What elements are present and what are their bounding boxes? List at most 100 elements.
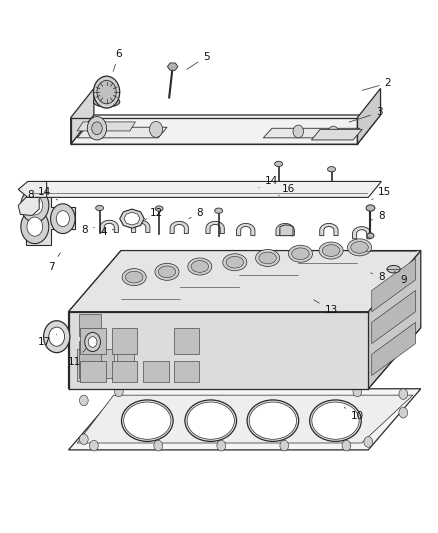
- Polygon shape: [367, 251, 420, 389]
- Polygon shape: [18, 197, 39, 215]
- Polygon shape: [170, 221, 188, 233]
- Text: 8: 8: [27, 190, 40, 202]
- Polygon shape: [71, 88, 94, 144]
- Polygon shape: [167, 63, 177, 70]
- Text: 13: 13: [313, 300, 337, 315]
- Circle shape: [149, 122, 162, 138]
- Ellipse shape: [309, 400, 360, 441]
- Ellipse shape: [386, 265, 399, 273]
- Ellipse shape: [184, 400, 236, 441]
- Polygon shape: [18, 181, 46, 197]
- Text: 2: 2: [361, 78, 390, 90]
- Text: 10: 10: [343, 407, 363, 422]
- Circle shape: [89, 440, 98, 451]
- Polygon shape: [68, 328, 420, 389]
- Circle shape: [327, 126, 338, 139]
- Polygon shape: [173, 328, 199, 354]
- Polygon shape: [28, 181, 381, 197]
- Ellipse shape: [158, 266, 175, 278]
- Ellipse shape: [255, 249, 279, 266]
- Text: 4: 4: [100, 227, 114, 237]
- Text: 15: 15: [371, 187, 391, 199]
- Ellipse shape: [125, 271, 143, 283]
- Circle shape: [88, 337, 97, 348]
- Ellipse shape: [222, 254, 246, 271]
- Ellipse shape: [258, 252, 276, 264]
- Polygon shape: [371, 290, 415, 344]
- Polygon shape: [68, 312, 367, 389]
- Text: 16: 16: [278, 184, 295, 196]
- Ellipse shape: [274, 161, 282, 166]
- Ellipse shape: [288, 245, 312, 262]
- Text: 8: 8: [370, 211, 384, 221]
- Circle shape: [93, 76, 120, 108]
- Text: 6: 6: [113, 49, 122, 71]
- Text: 17: 17: [38, 335, 57, 347]
- Polygon shape: [117, 346, 134, 375]
- Polygon shape: [352, 227, 370, 239]
- Text: 14: 14: [38, 187, 57, 200]
- Circle shape: [153, 440, 162, 451]
- Polygon shape: [80, 361, 106, 382]
- Circle shape: [341, 440, 350, 451]
- Polygon shape: [97, 349, 114, 378]
- Ellipse shape: [327, 166, 335, 172]
- Polygon shape: [68, 389, 420, 450]
- Circle shape: [398, 407, 407, 418]
- Ellipse shape: [122, 269, 146, 286]
- Polygon shape: [77, 122, 135, 131]
- Polygon shape: [124, 212, 140, 225]
- Ellipse shape: [155, 263, 179, 280]
- Circle shape: [279, 440, 288, 451]
- Circle shape: [43, 321, 70, 353]
- Polygon shape: [319, 223, 337, 236]
- Polygon shape: [311, 130, 361, 140]
- Ellipse shape: [93, 96, 120, 107]
- Ellipse shape: [187, 402, 234, 439]
- Text: 5: 5: [187, 52, 209, 69]
- Polygon shape: [357, 88, 380, 144]
- Ellipse shape: [321, 245, 339, 256]
- Circle shape: [363, 437, 372, 447]
- Circle shape: [292, 125, 303, 138]
- Polygon shape: [71, 115, 380, 144]
- Text: 8: 8: [370, 272, 384, 282]
- Polygon shape: [279, 225, 292, 236]
- Polygon shape: [276, 223, 293, 236]
- Polygon shape: [100, 220, 118, 232]
- Ellipse shape: [311, 402, 358, 439]
- Polygon shape: [68, 251, 121, 389]
- Polygon shape: [131, 220, 150, 232]
- Polygon shape: [78, 314, 101, 336]
- Ellipse shape: [124, 402, 170, 439]
- Polygon shape: [26, 193, 75, 245]
- Circle shape: [27, 217, 42, 236]
- Polygon shape: [77, 127, 166, 138]
- Polygon shape: [371, 322, 415, 375]
- Ellipse shape: [121, 400, 173, 441]
- Circle shape: [21, 209, 49, 244]
- Polygon shape: [80, 328, 106, 354]
- Ellipse shape: [350, 241, 367, 253]
- Ellipse shape: [187, 258, 212, 275]
- Circle shape: [87, 117, 106, 140]
- Circle shape: [50, 204, 75, 233]
- Ellipse shape: [249, 402, 296, 439]
- Ellipse shape: [318, 242, 343, 259]
- Ellipse shape: [247, 400, 298, 441]
- Circle shape: [352, 386, 361, 397]
- Circle shape: [27, 196, 42, 215]
- Text: 8: 8: [81, 225, 94, 236]
- Circle shape: [79, 395, 88, 406]
- Circle shape: [216, 440, 225, 451]
- Circle shape: [398, 389, 407, 399]
- Polygon shape: [120, 209, 144, 228]
- Circle shape: [85, 333, 100, 352]
- Text: 11: 11: [67, 349, 86, 367]
- Text: 12: 12: [145, 208, 162, 220]
- Text: 7: 7: [48, 253, 60, 271]
- Polygon shape: [78, 341, 101, 378]
- Ellipse shape: [95, 205, 103, 211]
- Polygon shape: [173, 361, 199, 382]
- Polygon shape: [112, 328, 137, 354]
